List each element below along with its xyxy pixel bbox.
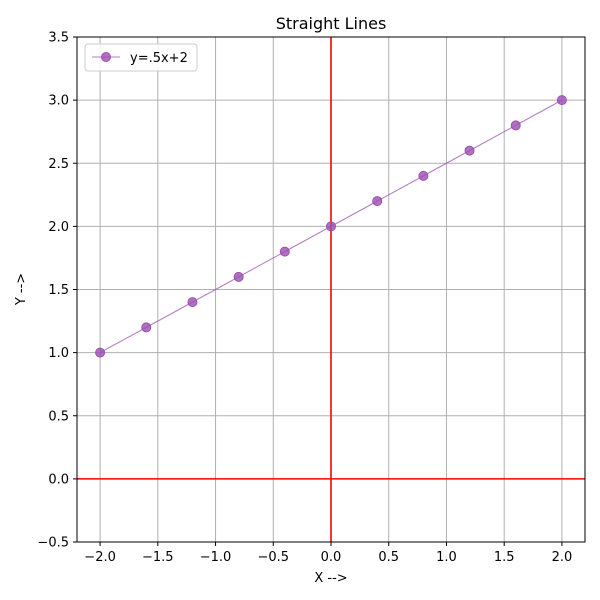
x-tick-label: −1.5 (142, 550, 174, 565)
x-axis-label: X --> (314, 571, 347, 586)
x-axis: −2.0 −1.5 −1.0 −0.5 0.0 0.5 1.0 1.5 2.0 (84, 542, 572, 565)
data-point (556, 95, 567, 106)
x-tick-label: 0.0 (321, 550, 342, 565)
y-tick-label: 3.0 (48, 94, 69, 109)
y-tick-label: 0.0 (48, 472, 69, 487)
x-tick-label: −2.0 (84, 550, 116, 565)
y-tick-label: −0.5 (37, 536, 69, 551)
data-point (510, 120, 521, 131)
legend-marker (101, 52, 111, 62)
data-point (233, 271, 244, 282)
data-point (372, 196, 383, 207)
legend-box (84, 43, 198, 72)
data-point (464, 145, 475, 156)
y-tick-label: 2.0 (48, 220, 69, 235)
x-tick-label: 0.5 (378, 550, 399, 565)
y-tick-label: 3.5 (48, 31, 69, 46)
x-tick-label: −0.5 (257, 550, 289, 565)
x-tick-label: −1.0 (200, 550, 232, 565)
y-tick-label: 2.5 (48, 157, 69, 172)
y-tick-label: 1.0 (48, 346, 69, 361)
data-point (187, 297, 198, 308)
x-tick-label: 2.0 (552, 550, 573, 565)
y-axis: −0.5 0.0 0.5 1.0 1.5 2.0 2.5 3.0 3.5 (37, 31, 77, 551)
data-point (95, 347, 106, 358)
data-point (141, 322, 152, 333)
data-point (279, 246, 290, 257)
data-point (418, 170, 429, 181)
x-tick-label: 1.5 (494, 550, 515, 565)
y-axis-label: Y --> (14, 273, 29, 306)
reference-lines (77, 37, 585, 542)
series-layer (95, 95, 567, 358)
y-tick-label: 0.5 (48, 409, 69, 424)
y-tick-label: 1.5 (48, 283, 69, 298)
x-tick-label: 1.0 (436, 550, 457, 565)
legend-label: y=.5x+2 (130, 51, 188, 66)
legend: y=.5x+2 (84, 43, 198, 72)
chart-title: Straight Lines (276, 14, 387, 33)
data-point (326, 221, 336, 232)
